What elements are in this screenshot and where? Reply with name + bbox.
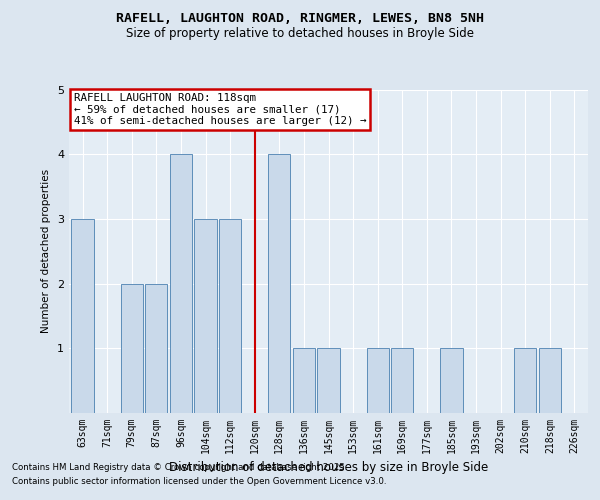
Bar	[539, 348, 561, 412]
Bar	[440, 348, 463, 412]
X-axis label: Distribution of detached houses by size in Broyle Side: Distribution of detached houses by size …	[169, 461, 488, 474]
Bar	[391, 348, 413, 412]
Text: Size of property relative to detached houses in Broyle Side: Size of property relative to detached ho…	[126, 28, 474, 40]
Bar	[317, 348, 340, 412]
Text: Contains HM Land Registry data © Crown copyright and database right 2025.: Contains HM Land Registry data © Crown c…	[12, 464, 347, 472]
Bar	[219, 219, 241, 412]
Bar	[71, 219, 94, 412]
Bar	[170, 154, 192, 412]
Bar	[293, 348, 315, 412]
Bar	[514, 348, 536, 412]
Text: RAFELL, LAUGHTON ROAD, RINGMER, LEWES, BN8 5NH: RAFELL, LAUGHTON ROAD, RINGMER, LEWES, B…	[116, 12, 484, 26]
Bar	[367, 348, 389, 412]
Text: RAFELL LAUGHTON ROAD: 118sqm
← 59% of detached houses are smaller (17)
41% of se: RAFELL LAUGHTON ROAD: 118sqm ← 59% of de…	[74, 93, 367, 126]
Bar	[194, 219, 217, 412]
Text: Contains public sector information licensed under the Open Government Licence v3: Contains public sector information licen…	[12, 477, 386, 486]
Y-axis label: Number of detached properties: Number of detached properties	[41, 169, 52, 334]
Bar	[145, 284, 167, 412]
Bar	[268, 154, 290, 412]
Bar	[121, 284, 143, 412]
